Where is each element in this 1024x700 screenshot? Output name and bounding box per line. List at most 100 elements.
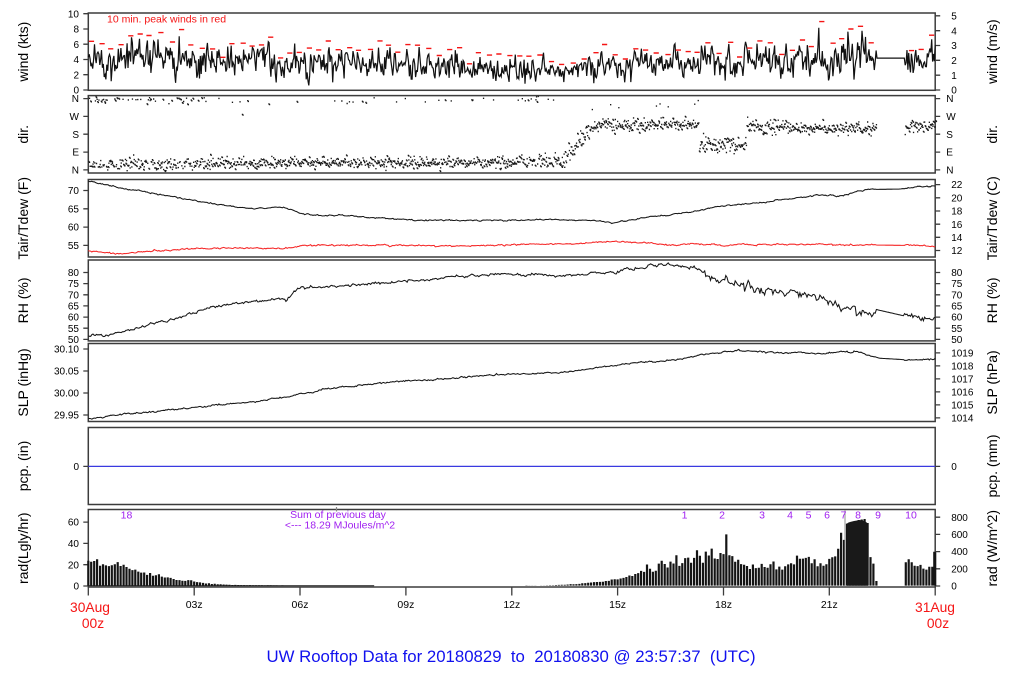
svg-text:55: 55 xyxy=(68,241,80,252)
svg-text:200: 200 xyxy=(951,564,968,575)
svg-text:55: 55 xyxy=(68,324,80,335)
svg-text:1018: 1018 xyxy=(951,362,974,373)
svg-text:6: 6 xyxy=(73,40,79,51)
svg-text:2: 2 xyxy=(951,56,957,67)
svg-text:18: 18 xyxy=(951,207,963,218)
svg-text:pcp. (in): pcp. (in) xyxy=(15,441,31,492)
svg-text:3: 3 xyxy=(951,41,957,52)
svg-text:600: 600 xyxy=(951,530,968,541)
svg-text:30.00: 30.00 xyxy=(54,389,79,400)
svg-text:21z: 21z xyxy=(821,599,838,611)
svg-text:wind (m/s): wind (m/s) xyxy=(984,19,1000,85)
svg-text:20: 20 xyxy=(68,560,80,571)
svg-text:40: 40 xyxy=(68,539,80,550)
svg-text:W: W xyxy=(946,112,956,123)
svg-text:9: 9 xyxy=(875,510,881,522)
svg-text:1: 1 xyxy=(682,510,688,522)
svg-text:15z: 15z xyxy=(609,599,626,611)
svg-text:6: 6 xyxy=(824,510,830,522)
svg-text:0: 0 xyxy=(73,582,79,593)
svg-text:1: 1 xyxy=(951,71,957,82)
svg-text:29.95: 29.95 xyxy=(54,411,79,422)
svg-text:70: 70 xyxy=(951,290,963,301)
svg-text:10 min. peak winds in red: 10 min. peak winds in red xyxy=(107,14,226,26)
svg-text:E: E xyxy=(946,148,953,159)
svg-text:1019: 1019 xyxy=(951,349,974,360)
svg-text:1017: 1017 xyxy=(951,375,974,386)
svg-text:3: 3 xyxy=(759,510,765,522)
svg-text:70: 70 xyxy=(68,186,80,197)
svg-text:03z: 03z xyxy=(186,599,203,611)
svg-text:65: 65 xyxy=(68,204,80,215)
svg-text:N: N xyxy=(72,94,79,105)
svg-text:09z: 09z xyxy=(397,599,414,611)
svg-text:8: 8 xyxy=(73,25,79,36)
svg-text:N: N xyxy=(946,166,953,177)
svg-text:dir.: dir. xyxy=(15,125,31,144)
svg-text:1015: 1015 xyxy=(951,401,974,412)
svg-text:50: 50 xyxy=(951,335,963,346)
svg-text:00z: 00z xyxy=(927,616,949,631)
svg-text:0: 0 xyxy=(951,462,957,473)
svg-text:4: 4 xyxy=(951,26,957,37)
svg-text:2: 2 xyxy=(719,510,725,522)
svg-text:55: 55 xyxy=(951,324,963,335)
svg-text:60: 60 xyxy=(951,313,963,324)
svg-text:80: 80 xyxy=(951,268,963,279)
svg-text:30.05: 30.05 xyxy=(54,367,79,378)
svg-text:60: 60 xyxy=(68,313,80,324)
svg-text:N: N xyxy=(946,94,953,105)
svg-text:4: 4 xyxy=(787,510,793,522)
svg-text:12: 12 xyxy=(951,246,963,257)
svg-text:70: 70 xyxy=(68,290,80,301)
svg-text:Tair/Tdew (F): Tair/Tdew (F) xyxy=(15,177,31,259)
svg-text:400: 400 xyxy=(951,547,968,558)
svg-text:20: 20 xyxy=(951,193,963,204)
svg-text:S: S xyxy=(72,130,79,141)
svg-text:65: 65 xyxy=(951,302,963,313)
svg-text:60: 60 xyxy=(68,223,80,234)
svg-text:pcp. (mm): pcp. (mm) xyxy=(984,435,1000,498)
svg-text:Tair/Tdew (C): Tair/Tdew (C) xyxy=(984,176,1000,260)
svg-text:rad (W/m^2): rad (W/m^2) xyxy=(984,510,1000,587)
svg-text:rad(Lgly/hr): rad(Lgly/hr) xyxy=(15,512,31,584)
svg-text:N: N xyxy=(72,166,79,177)
svg-text:75: 75 xyxy=(951,279,963,290)
svg-text:00z: 00z xyxy=(82,616,104,631)
svg-text:wind (kts): wind (kts) xyxy=(15,22,31,83)
svg-text:8: 8 xyxy=(855,510,861,522)
svg-text:<--- 18.29 MJoules/m^2: <--- 18.29 MJoules/m^2 xyxy=(285,519,395,531)
svg-text:22: 22 xyxy=(951,180,963,191)
svg-text:06z: 06z xyxy=(292,599,309,611)
svg-text:30Aug: 30Aug xyxy=(70,600,110,615)
svg-text:RH (%): RH (%) xyxy=(984,278,1000,324)
svg-text:800: 800 xyxy=(951,513,968,524)
svg-text:0: 0 xyxy=(73,86,79,97)
svg-text:W: W xyxy=(70,112,80,123)
svg-text:5: 5 xyxy=(951,11,957,22)
svg-text:0: 0 xyxy=(73,462,79,473)
svg-text:0: 0 xyxy=(951,86,957,97)
svg-text:60: 60 xyxy=(68,518,80,529)
svg-text:1014: 1014 xyxy=(951,414,974,425)
svg-text:14: 14 xyxy=(951,233,963,244)
svg-text:65: 65 xyxy=(68,302,80,313)
svg-text:SLP (inHg): SLP (inHg) xyxy=(15,348,31,416)
svg-text:UW Rooftop Data for 20180829: UW Rooftop Data for 20180829 to 20180830… xyxy=(266,647,755,666)
svg-text:2: 2 xyxy=(73,70,79,81)
svg-text:0: 0 xyxy=(951,582,957,593)
svg-text:12z: 12z xyxy=(503,599,520,611)
svg-text:10: 10 xyxy=(905,510,917,522)
svg-text:18z: 18z xyxy=(715,599,732,611)
svg-text:dir.: dir. xyxy=(984,125,1000,144)
svg-text:E: E xyxy=(72,148,79,159)
svg-text:18: 18 xyxy=(121,510,133,522)
svg-text:30.10: 30.10 xyxy=(54,345,79,356)
svg-text:1016: 1016 xyxy=(951,388,974,399)
svg-text:5: 5 xyxy=(806,510,812,522)
svg-text:SLP (hPa): SLP (hPa) xyxy=(984,350,1000,414)
svg-text:50: 50 xyxy=(68,335,80,346)
svg-text:10: 10 xyxy=(68,9,80,20)
svg-text:80: 80 xyxy=(68,268,80,279)
svg-text:S: S xyxy=(946,130,953,141)
